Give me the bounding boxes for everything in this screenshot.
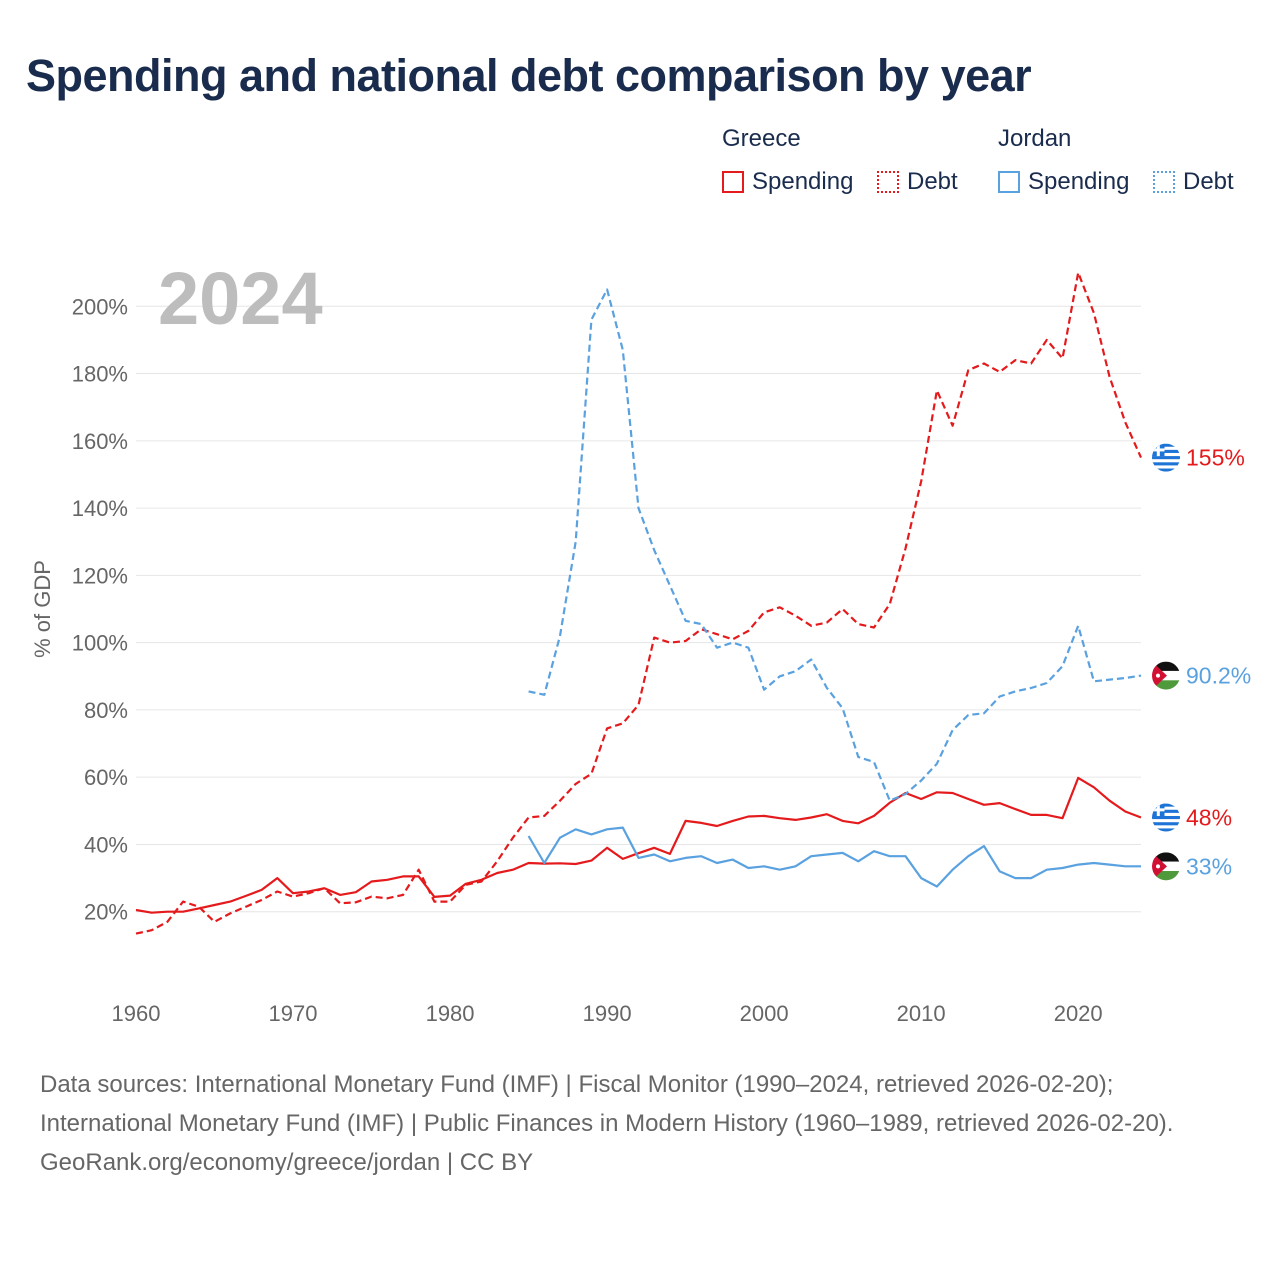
x-tick-label: 1990 xyxy=(583,1001,632,1026)
y-tick-label: 40% xyxy=(84,832,128,857)
series-line xyxy=(528,288,1142,802)
legend-group-jordan: Jordan xyxy=(998,125,1072,152)
x-tick-label: 1960 xyxy=(112,1001,161,1026)
footer: Data sources: International Monetary Fun… xyxy=(40,1065,1240,1182)
series-end-label: 48% xyxy=(1186,805,1232,831)
jordan-flag-icon xyxy=(1152,852,1180,881)
x-tick-label: 1970 xyxy=(269,1001,318,1026)
y-tick-label: 80% xyxy=(84,698,128,723)
grid xyxy=(136,305,1141,913)
y-tick-label: 60% xyxy=(84,765,128,790)
jordan-flag-icon xyxy=(1152,661,1180,690)
axes: 20% 40% 60% 80% 100% 120% 140% 160% 180% 200% 1960… xyxy=(30,294,1103,1026)
series-end-label: 90.2% xyxy=(1186,663,1251,689)
y-tick-label: 20% xyxy=(84,900,128,925)
series-end-label: 155% xyxy=(1186,445,1245,471)
dotted-swatch-icon xyxy=(877,171,899,193)
legend-jordan-debt[interactable]: Debt xyxy=(1153,168,1234,196)
x-tick-label: 2000 xyxy=(740,1001,789,1026)
greece-flag-icon xyxy=(1152,803,1180,832)
x-tick-label: 2020 xyxy=(1054,1001,1103,1026)
page-title: Spending and national debt comparison by… xyxy=(26,50,1032,101)
series-layer xyxy=(135,271,1143,935)
year-watermark: 2024 xyxy=(158,257,323,340)
x-tick-label: 1980 xyxy=(426,1001,475,1026)
y-tick-label: 100% xyxy=(72,631,128,656)
y-tick-label: 160% xyxy=(72,429,128,454)
y-tick-label: 200% xyxy=(72,294,128,319)
data-sources: Data sources: International Monetary Fun… xyxy=(40,1071,1174,1137)
series-end-label: 33% xyxy=(1186,853,1232,879)
end-labels: 48% 155% 33% 90.2% xyxy=(1152,443,1251,881)
legend-greece-debt[interactable]: Debt xyxy=(877,168,958,196)
series-line xyxy=(135,271,1143,935)
line-chart: 2024 20% 40% 60% 80% 100% 120% 140% 160% 180% 200… xyxy=(30,257,1251,1026)
solid-swatch-icon xyxy=(998,171,1020,193)
legend-greece-spending[interactable]: Spending xyxy=(722,168,853,196)
legend-group-greece: Greece xyxy=(722,125,801,152)
legend-label: Debt xyxy=(1183,168,1234,195)
y-tick-label: 180% xyxy=(72,362,128,387)
legend-jordan-spending[interactable]: Spending xyxy=(998,168,1129,196)
dotted-swatch-icon xyxy=(1153,171,1175,193)
y-tick-label: 140% xyxy=(72,496,128,521)
legend-label: Debt xyxy=(907,168,958,195)
credit-line: GeoRank.org/economy/greece/jordan | CC B… xyxy=(40,1149,534,1176)
y-tick-label: 120% xyxy=(72,563,128,588)
y-axis-label: % of GDP xyxy=(30,560,55,658)
x-tick-label: 2010 xyxy=(897,1001,946,1026)
solid-swatch-icon xyxy=(722,171,744,193)
series-line xyxy=(135,776,1142,914)
greece-flag-icon xyxy=(1152,443,1180,472)
series-line xyxy=(527,826,1141,888)
legend-label: Spending xyxy=(752,168,854,195)
legend-label: Spending xyxy=(1028,168,1130,195)
